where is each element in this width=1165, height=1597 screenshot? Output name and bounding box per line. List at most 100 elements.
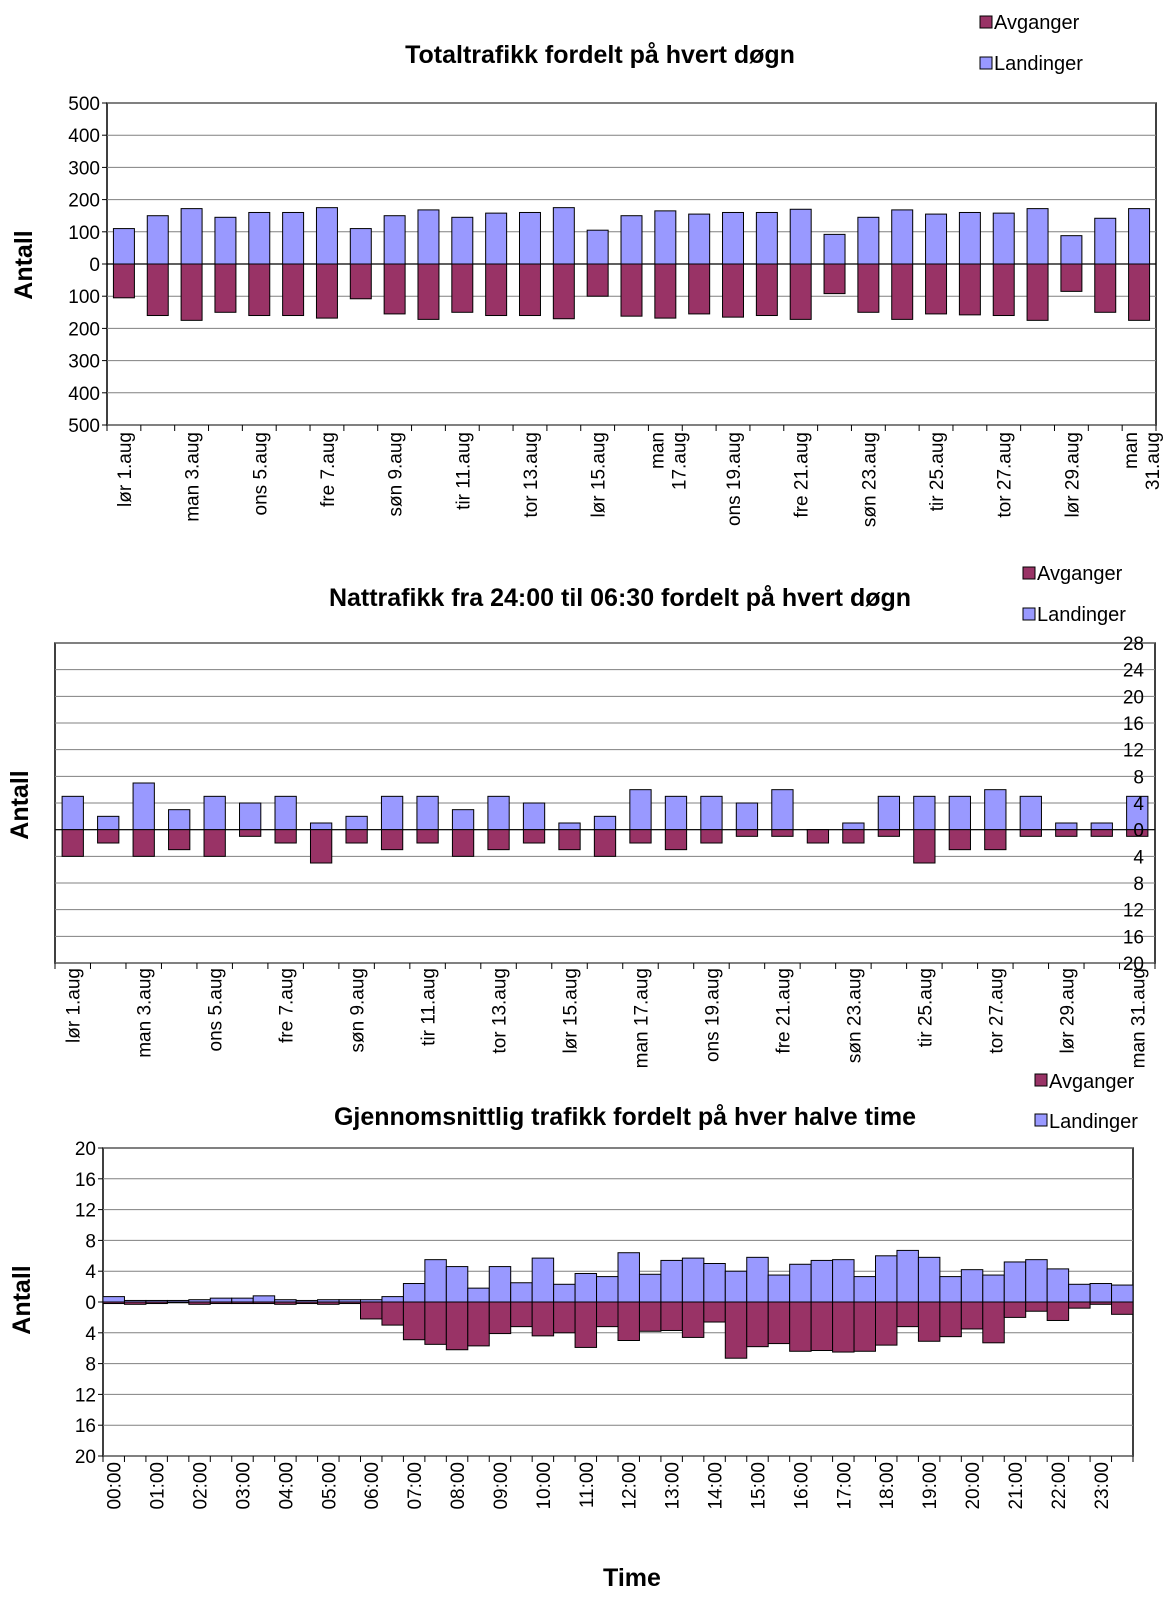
bar-avganger [488,1301,512,1335]
bar-avganger [522,829,546,844]
bar-avganger [383,263,406,315]
x-tick-label: fre 21.aug [773,968,794,1054]
legend-swatch-landinger [979,56,993,70]
x-tick-label: 20:00 [963,1462,984,1510]
bar-landinger [531,1257,555,1303]
bar-avganger [767,1301,791,1345]
y-axis-title: Antall [10,230,38,299]
x-tick-label: man 31.aug [1128,968,1149,1068]
bar-avganger [1126,829,1149,837]
bar-avganger [1025,1301,1048,1312]
bar-landinger [722,211,745,265]
bar-avganger [688,263,711,315]
x-tick-label: fre 21.aug [792,432,813,518]
y-tick-label: 0 [85,1293,96,1314]
bar-landinger [552,207,575,265]
bar-avganger [510,1301,533,1328]
y-tick-label: 8 [1133,767,1144,788]
bar-landinger [617,1252,640,1303]
bar-landinger [510,1282,533,1303]
bar-avganger [806,829,830,844]
y-axis-title: Antall [8,1265,36,1334]
bar-avganger [180,263,203,321]
bar-landinger [451,809,475,831]
x-tick-label: 17:00 [834,1462,855,1510]
bar-avganger [467,1301,490,1347]
bar-landinger [853,1276,877,1303]
bar-avganger [877,829,901,837]
bar-avganger [1068,1301,1091,1309]
x-tick-label: ons 5.aug [206,968,227,1051]
bar-avganger [789,1301,812,1352]
bar-landinger [1068,1283,1091,1303]
bar-landinger [380,795,404,831]
x-tick-label: man 3.aug [135,968,156,1058]
bar-landinger [381,1296,404,1303]
bar-avganger [1094,263,1117,313]
x-tick-label: 10:00 [534,1462,555,1510]
bar-landinger [877,795,901,831]
bar-landinger [984,789,1007,831]
x-tick-label: tir 11.aug [419,968,440,1046]
legend-label-avganger: Avganger [994,12,1080,34]
x-tick-label: 09:00 [491,1462,512,1510]
bar-avganger [417,263,440,320]
x-tick-label: ons 19.aug [702,968,723,1062]
bar-landinger [925,213,948,265]
bar-avganger [620,263,643,317]
bar-avganger [1060,263,1083,292]
bar-landinger [917,1256,941,1303]
bar-avganger [416,829,439,844]
y-tick-label: 200 [68,191,100,212]
legend-label-landinger: Landinger [1049,1111,1138,1133]
y-tick-label: 16 [75,1170,96,1191]
x-tick-label: tor 13.aug [521,432,542,518]
chart-title: Nattrafikk fra 24:00 til 06:30 fordelt p… [329,584,911,612]
bar-avganger [982,1301,1005,1344]
y-tick-label: 16 [75,1416,96,1437]
x-tick-label: tor 13.aug [490,968,511,1054]
y-tick-label: 20 [1123,954,1144,975]
bar-landinger [660,1259,683,1303]
bar-landinger [1090,822,1113,831]
y-tick-label: 100 [68,287,100,308]
x-tick-label: 22:00 [1049,1462,1070,1510]
y-tick-label: 300 [68,352,100,373]
bar-landinger [681,1257,705,1303]
legend: Avganger Landinger [1034,1071,1138,1133]
y-tick-label: 500 [68,416,100,437]
y-tick-label: 12 [75,1385,96,1406]
bar-avganger [97,829,120,844]
bar-landinger [891,209,914,265]
bar-avganger [274,829,297,844]
bar-avganger [832,1301,855,1353]
bar-avganger [681,1301,705,1338]
y-tick-label: 100 [68,223,100,244]
bar-landinger [574,1273,598,1303]
bar-avganger [168,829,191,851]
legend: Avganger Landinger [979,12,1083,75]
bar-avganger [209,1301,233,1305]
bar-landinger [1060,235,1083,265]
x-tick-label: søn 9.aug [348,968,369,1053]
bar-landinger [1128,208,1151,265]
x-tick-label: 05:00 [319,1462,340,1510]
bar-avganger [315,263,338,319]
chart-title: Totaltrafikk fordelt på hvert døgn [405,41,795,69]
bar-avganger [445,1301,469,1351]
x-tick-label: fre 7.aug [277,968,298,1043]
x-tick-label: 13:00 [663,1462,684,1510]
bar-landinger [203,795,226,831]
bar-avganger [145,1301,168,1305]
legend-label-landinger: Landinger [994,53,1083,75]
bar-avganger [309,829,333,864]
bar-avganger [917,1301,941,1342]
bar-avganger [274,1301,297,1305]
bar-landinger [654,210,677,265]
y-tick-label: 24 [1123,661,1145,682]
x-tick-label: tir 11.aug [453,432,474,510]
bar-landinger [982,1274,1005,1303]
bar-avganger [853,1301,877,1352]
bar-landinger [960,1269,984,1303]
x-tick-label: 00:00 [105,1462,126,1510]
